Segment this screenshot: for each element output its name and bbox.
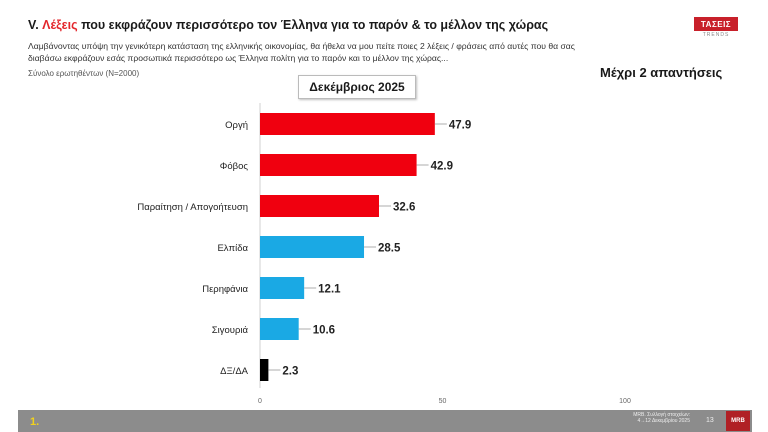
category-label: Παραίτηση / Απογοήτευση	[137, 202, 248, 213]
value-label: 47.9	[449, 120, 471, 132]
bar	[260, 195, 379, 217]
logo-name: ΤΑΣΕΙΣ	[694, 17, 738, 31]
title-prefix: V.	[28, 18, 43, 32]
bar	[260, 113, 435, 135]
value-label: 2.3	[282, 366, 298, 378]
category-label: Οργή	[225, 120, 248, 131]
footer-source: MRB. Συλλογή στοιχείων: 4→12 Δεκεμβρίου …	[633, 412, 690, 424]
value-label: 12.1	[318, 284, 341, 296]
bar	[260, 318, 299, 340]
answers-note: Μέχρι 2 απαντήσεις	[600, 65, 723, 80]
bar	[260, 277, 305, 299]
slide-number: 1.	[30, 416, 40, 428]
category-label: ΔΞ/ΔΑ	[220, 366, 249, 377]
title-accent: Λέξεις	[42, 18, 78, 32]
sample-base-note: Σύνολο ερωτηθέντων (Ν=2000)	[28, 69, 140, 78]
category-label: Περηφάνια	[202, 284, 248, 295]
bar	[260, 359, 269, 381]
value-label: 10.6	[313, 325, 335, 337]
logo-sub: TRENDS	[702, 32, 730, 38]
tasis-logo: ΤΑΣΕΙΣ TRENDS	[694, 17, 738, 38]
category-label: Σιγουριά	[212, 325, 249, 336]
slide-title: V. Λέξεις που εκφράζουν περισσότερο τον …	[28, 18, 648, 32]
x-tick-label: 100	[619, 398, 631, 405]
x-tick-label: 0	[258, 398, 262, 405]
mrb-logo: MRB	[726, 411, 750, 431]
question-text: Λαμβάνοντας υπόψη την γενικότερη κατάστα…	[28, 41, 575, 63]
category-label: Φόβος	[220, 161, 249, 172]
page-number: 13	[706, 417, 714, 424]
value-label: 28.5	[378, 243, 401, 255]
title-rest: που εκφράζουν περισσότερο τον Έλληνα για…	[77, 18, 549, 32]
category-label: Ελπίδα	[217, 243, 248, 254]
value-label: 32.6	[393, 202, 415, 214]
footer-bar	[18, 410, 752, 432]
value-label: 42.9	[431, 161, 453, 173]
period-label: Δεκέμβριος 2025	[298, 75, 416, 99]
x-tick-label: 50	[439, 398, 447, 405]
bar	[260, 154, 417, 176]
bar	[260, 236, 365, 258]
